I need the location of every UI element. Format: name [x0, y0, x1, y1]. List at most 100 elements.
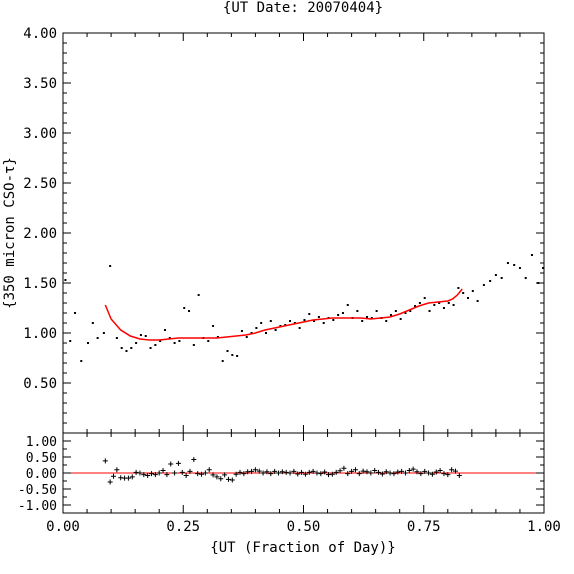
- residual-panel: -1.00-0.500.000.501.00 0.00 0.25 0.50 0.75 1…: [18, 432, 561, 556]
- residual-point: [410, 466, 416, 472]
- x-axis-ticks: 0.00 0.25 0.50 0.75 1.00: [46, 433, 561, 535]
- data-point: [537, 282, 540, 284]
- data-point: [433, 304, 436, 306]
- residual-point: [287, 470, 293, 476]
- data-point: [135, 342, 138, 344]
- residual-point: [337, 468, 343, 474]
- residual-point: [210, 472, 216, 478]
- main-y-tick-label: 4.00: [23, 26, 57, 42]
- residual-point: [379, 471, 385, 477]
- data-point: [216, 336, 219, 338]
- main-data-points: [64, 254, 545, 362]
- residual-point: [345, 471, 351, 477]
- data-point: [154, 344, 157, 346]
- data-point: [370, 317, 373, 319]
- data-point: [356, 310, 359, 312]
- data-point: [322, 322, 325, 324]
- data-point: [192, 344, 195, 346]
- data-point: [260, 322, 263, 324]
- main-panel: 0.50 1.00 1.50 2.00 2.50 3.00 3.50 4.00 {350 mi…: [2, 26, 545, 434]
- data-point: [80, 360, 83, 362]
- residual-point: [356, 471, 362, 477]
- data-point: [178, 340, 181, 342]
- main-y-tick-label: 2.50: [23, 176, 57, 192]
- data-point: [394, 310, 397, 312]
- residual-point: [449, 467, 455, 473]
- residual-point: [229, 477, 235, 483]
- residual-point: [329, 471, 335, 477]
- data-point: [482, 284, 485, 286]
- residual-point: [133, 469, 139, 475]
- data-point: [317, 316, 320, 318]
- residual-point: [114, 467, 120, 473]
- data-point: [69, 340, 72, 342]
- data-point: [385, 320, 388, 322]
- data-point: [452, 304, 455, 306]
- residual-point: [218, 476, 224, 482]
- residual-point: [283, 469, 289, 475]
- data-point: [447, 302, 450, 304]
- residual-point: [402, 470, 408, 476]
- main-y-tick-label: 3.50: [23, 76, 57, 92]
- residual-point: [145, 473, 151, 479]
- residual-point: [125, 475, 131, 481]
- residual-point: [299, 469, 305, 475]
- residual-point: [306, 469, 312, 475]
- x-axis-label: {UT (Fraction of Day)}: [210, 540, 395, 556]
- data-point: [462, 292, 465, 294]
- data-point: [274, 329, 277, 331]
- main-y-ticks: 0.50 1.00 1.50 2.00 2.50 3.00 3.50 4.00: [23, 26, 544, 433]
- data-point: [64, 279, 67, 281]
- residual-point: [237, 469, 243, 475]
- data-point: [207, 340, 210, 342]
- main-y-axis-label: {350 micron CSO-τ}: [2, 157, 18, 309]
- data-point: [125, 350, 128, 352]
- chart-title: {UT Date: 20070404}: [223, 0, 383, 16]
- data-point: [346, 304, 349, 306]
- data-point: [467, 297, 470, 299]
- main-y-tick-label: 3.00: [23, 126, 57, 142]
- data-point: [298, 327, 301, 329]
- residual-point: [156, 470, 162, 476]
- residual-point: [422, 468, 428, 474]
- data-point: [144, 335, 147, 337]
- data-point: [279, 325, 282, 327]
- residual-point: [406, 467, 412, 473]
- residual-point: [214, 474, 220, 480]
- residual-point: [387, 470, 393, 476]
- data-point: [264, 332, 267, 334]
- main-y-tick-label: 1.50: [23, 276, 57, 292]
- residual-point: [310, 468, 316, 474]
- residual-point: [445, 472, 451, 478]
- residual-point: [152, 472, 158, 478]
- residual-point: [433, 469, 439, 475]
- residual-point: [391, 471, 397, 477]
- residual-point: [233, 471, 239, 477]
- data-point: [130, 347, 133, 349]
- data-point: [375, 310, 378, 312]
- data-point: [506, 262, 509, 264]
- data-point: [494, 274, 497, 276]
- data-point: [409, 310, 412, 312]
- residual-point: [452, 468, 458, 474]
- residual-point: [175, 460, 181, 466]
- data-point: [518, 267, 521, 269]
- residual-point: [302, 471, 308, 477]
- residual-y-tick-label: -0.50: [18, 483, 57, 498]
- residual-point: [429, 471, 435, 477]
- residual-point: [364, 469, 370, 475]
- x-tick-label: 1.00: [527, 519, 561, 535]
- data-point: [308, 313, 311, 315]
- main-y-tick-label: 2.00: [23, 226, 57, 242]
- residual-point: [168, 461, 174, 467]
- data-point: [74, 312, 77, 314]
- residual-point: [179, 469, 185, 475]
- residual-point: [241, 471, 247, 477]
- data-point: [221, 360, 224, 362]
- residual-point: [160, 467, 166, 473]
- residual-point: [418, 471, 424, 477]
- residual-y-tick-label: 0.00: [26, 467, 57, 482]
- residual-point: [129, 474, 135, 480]
- data-point: [442, 307, 445, 309]
